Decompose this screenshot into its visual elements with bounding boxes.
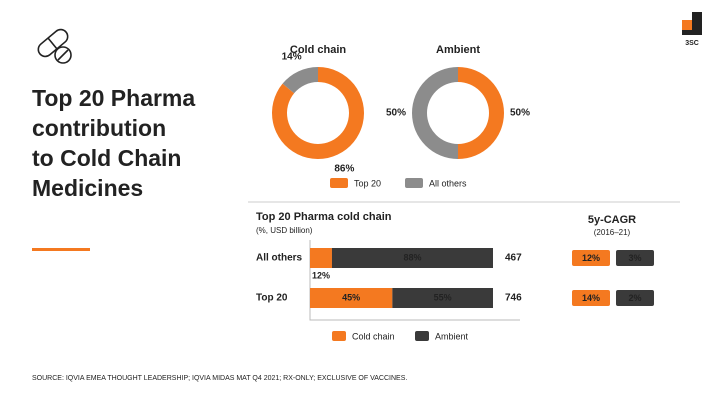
cagr-label: 14%: [582, 293, 600, 303]
bar-label: 88%: [403, 252, 421, 262]
legend-swatch: [415, 331, 429, 341]
bar-label: 45%: [342, 292, 360, 302]
donut-label: 86%: [334, 164, 354, 175]
legend-swatch: [405, 178, 423, 188]
cagr-title: 5y-CAGR: [588, 214, 636, 226]
cagr-label: 12%: [582, 253, 600, 263]
title-line: contribution: [32, 115, 166, 141]
cagr-label: 3%: [628, 253, 641, 263]
bar-segment: [310, 288, 393, 308]
cagr-label: 2%: [628, 293, 641, 303]
donut-segment: [272, 67, 365, 160]
cagr-pill: [616, 250, 654, 266]
cagr-pill: [572, 290, 610, 306]
cagr-pill: [616, 290, 654, 306]
category-label: Top 20: [256, 293, 288, 304]
donut-label: 14%: [282, 52, 302, 63]
cagr-pill: [572, 250, 610, 266]
legend-swatch: [332, 331, 346, 341]
donut-label: 50%: [510, 108, 530, 119]
legend-label: Cold chain: [352, 331, 395, 341]
legend-label: All others: [429, 178, 467, 188]
bar-segment: [331, 248, 493, 268]
title-line: Medicines: [32, 175, 143, 201]
bar-segment: [310, 248, 332, 268]
donut-segment: [458, 67, 504, 159]
title-line: Top 20 Pharma: [32, 85, 195, 111]
logo: 3SC: [682, 12, 702, 47]
legend-swatch: [330, 178, 348, 188]
legend-label: Top 20: [354, 178, 381, 188]
bar-chart-subtitle: (%, USD billion): [256, 226, 313, 235]
donut-segment: [412, 67, 458, 159]
total-label: 467: [505, 253, 522, 264]
donut-segment: [282, 67, 318, 94]
bar-label: 12%: [312, 270, 330, 280]
title: Top 20 Pharma contribution to Cold Chain Me…: [32, 85, 195, 201]
legend-label: Ambient: [435, 331, 469, 341]
donut-title: Ambient: [436, 44, 480, 56]
bar-chart-title: Top 20 Pharma cold chain: [256, 211, 392, 223]
bar-segment: [392, 288, 493, 308]
donut-label: 50%: [386, 108, 406, 119]
pills-icon: [37, 28, 72, 64]
cagr-subtitle: (2016–21): [594, 228, 631, 237]
category-label: All others: [256, 253, 303, 264]
title-line: to Cold Chain: [32, 145, 181, 171]
logo-text: 3SC: [685, 40, 699, 47]
source: SOURCE: IQVIA EMEA THOUGHT LEADERSHIP; I…: [32, 375, 407, 382]
donut-title: Cold chain: [290, 44, 347, 56]
bar-label: 55%: [434, 292, 452, 302]
total-label: 746: [505, 293, 522, 304]
title-underline: [32, 248, 90, 251]
